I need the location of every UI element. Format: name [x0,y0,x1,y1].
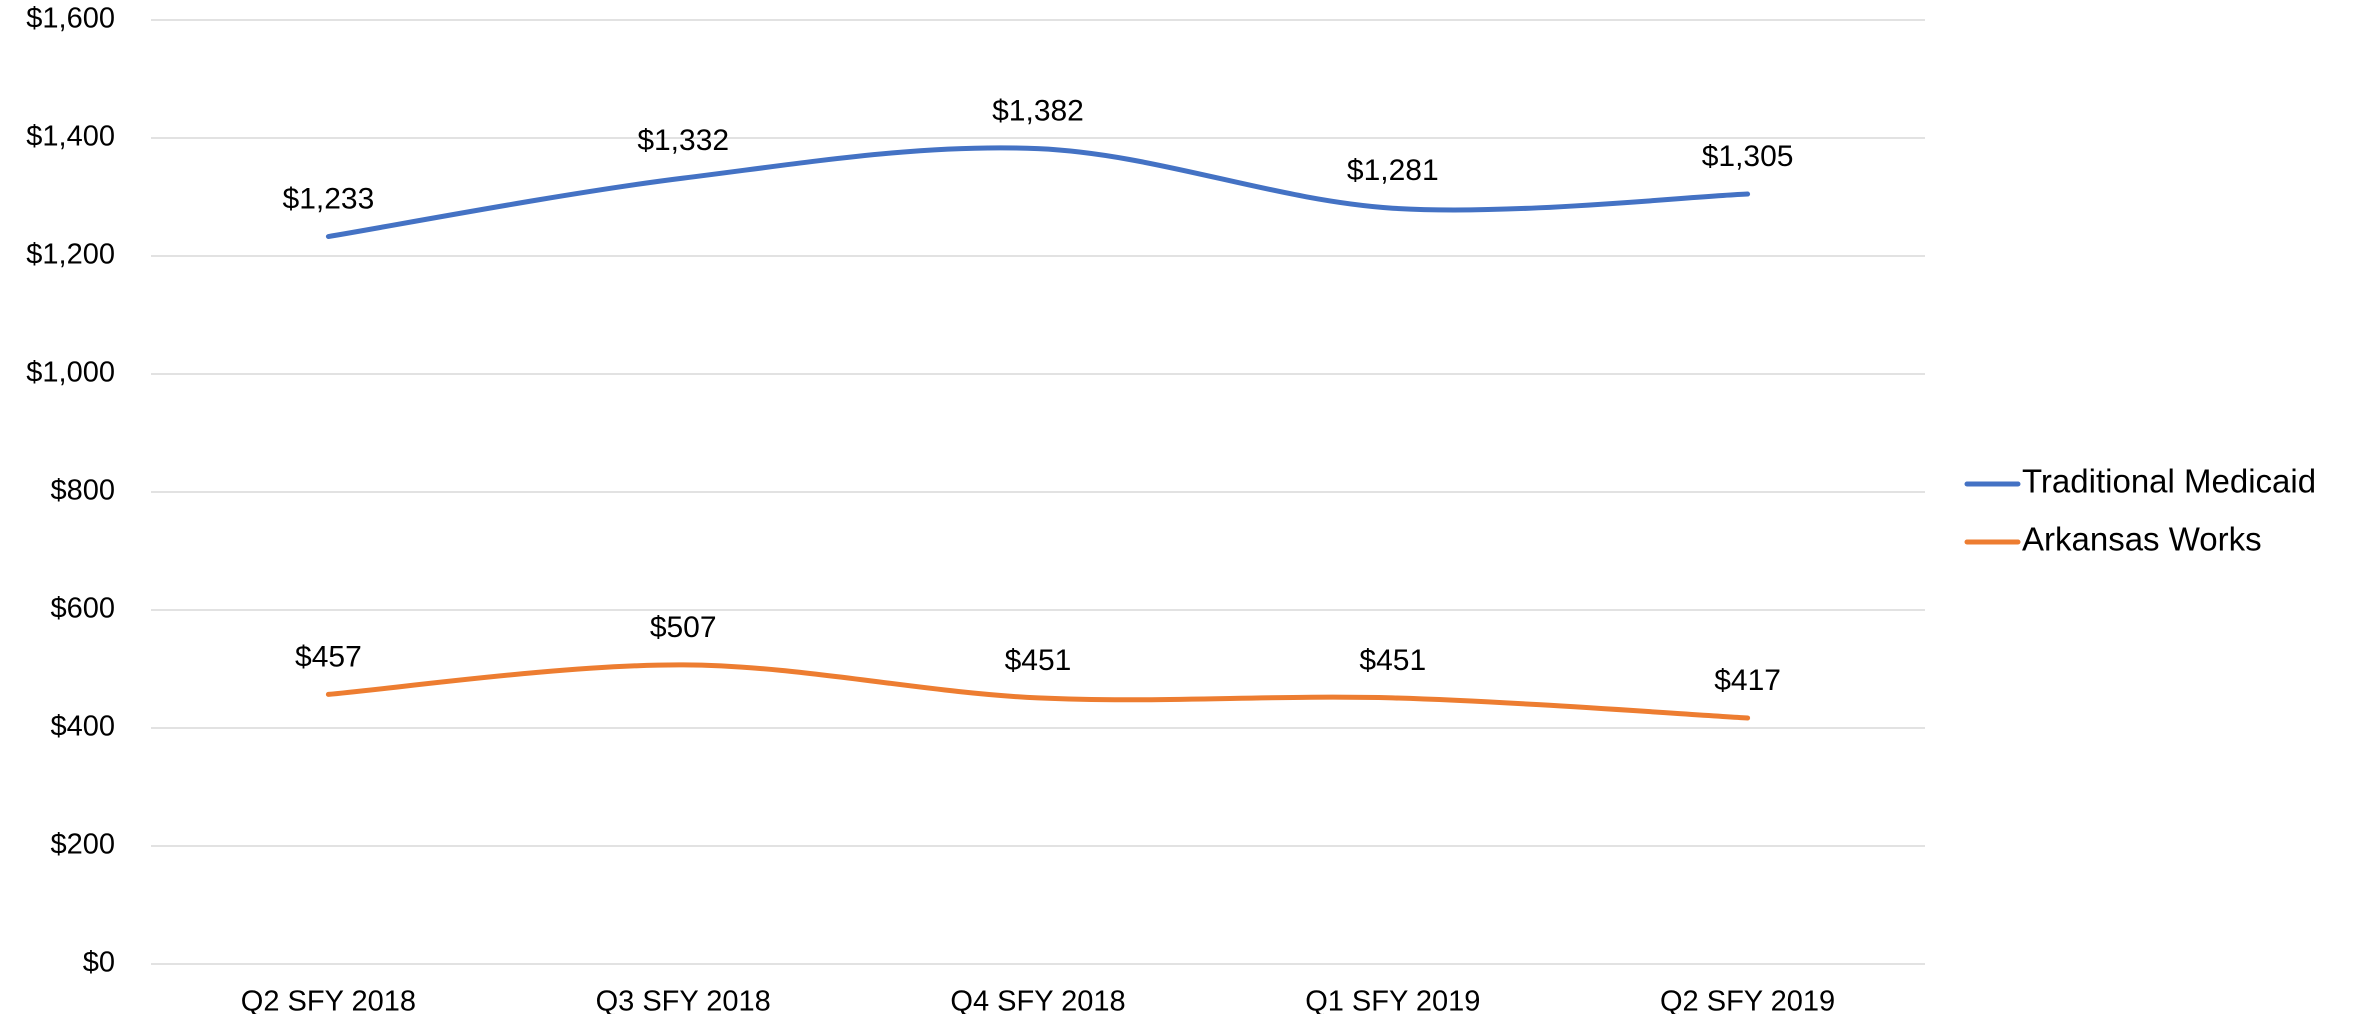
data-label: $1,281 [1347,154,1439,187]
data-label: $507 [650,611,717,644]
y-tick-label: $1,600 [26,3,115,35]
y-tick-label: $1,000 [26,357,115,389]
data-label: $451 [1005,644,1072,677]
data-label: $451 [1359,644,1426,677]
data-label: $417 [1714,664,1781,697]
x-tick-label: Q2 SFY 2018 [241,986,416,1014]
x-tick-label: Q1 SFY 2019 [1305,986,1480,1014]
legend-label: Arkansas Works [2022,521,2262,558]
data-label: $1,332 [637,124,729,157]
y-tick-label: $400 [50,711,115,743]
data-label: $1,305 [1702,140,1794,173]
y-tick-label: $0 [83,947,115,979]
data-label: $1,382 [992,95,1084,128]
x-tick-label: Q2 SFY 2019 [1660,986,1835,1014]
y-tick-label: $1,200 [26,239,115,271]
data-label: $1,233 [283,182,375,215]
y-tick-label: $200 [50,829,115,861]
y-tick-label: $1,400 [26,121,115,153]
series-line [325,145,1751,240]
data-label: $457 [295,640,362,673]
series-line [325,662,1751,721]
y-tick-label: $800 [50,475,115,507]
y-tick-label: $600 [50,593,115,625]
x-tick-label: Q3 SFY 2018 [596,986,771,1014]
x-tick-label: Q4 SFY 2018 [950,986,1125,1014]
legend-label: Traditional Medicaid [2022,463,2316,500]
